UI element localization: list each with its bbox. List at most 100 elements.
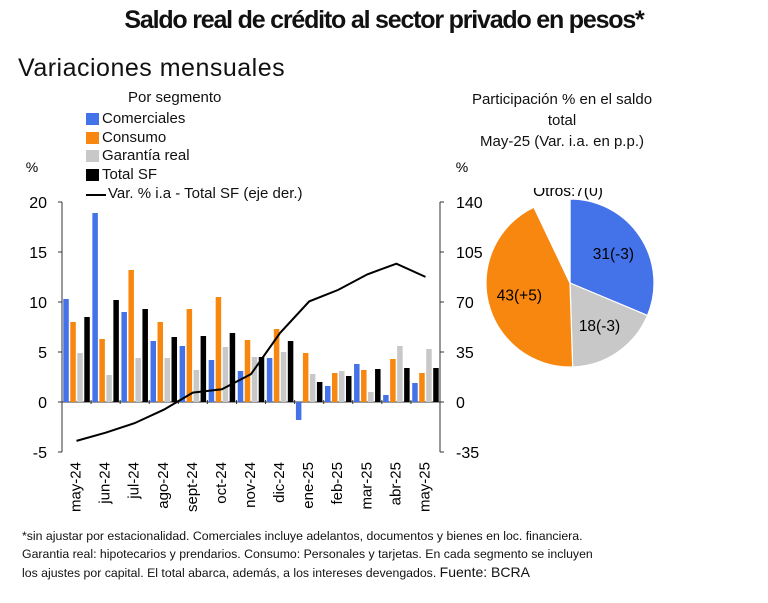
right-tick-label: 140: [456, 195, 483, 212]
bar-comerciales: [383, 395, 389, 402]
footnote-line: los ajustes por capital. El total abarca…: [22, 566, 437, 580]
bar-consumo: [128, 270, 134, 402]
bar-consumo: [157, 322, 164, 402]
right-axis-unit: %: [456, 159, 468, 175]
bar-comerciales: [354, 364, 360, 402]
bar-garantia: [164, 358, 171, 402]
left-tick-label: 20: [29, 195, 47, 212]
legend-label: Var. % i.a - Total SF (eje der.): [108, 185, 303, 202]
x-tick-label: ago-24: [155, 462, 172, 509]
left-tick-label: -5: [33, 445, 47, 462]
legend-swatch-consumo: [86, 132, 99, 144]
bar-total: [200, 336, 207, 402]
bar-total: [316, 382, 323, 402]
bar-total: [404, 368, 410, 402]
bar-garantia: [280, 352, 287, 402]
bar-comerciales: [179, 346, 186, 402]
right-tick-label: 35: [456, 345, 474, 362]
bar-consumo: [331, 373, 338, 402]
legend-line-swatch: [86, 194, 106, 196]
pie-slice-consumo: [485, 206, 574, 368]
footnote-line: Garantia real: hipotecarios y prendarios…: [22, 547, 593, 561]
bar-comerciales: [266, 358, 273, 402]
x-tick-label: dic-24: [271, 462, 288, 503]
left-tick-label: 15: [29, 245, 47, 262]
x-tick-label: ene-25: [300, 462, 317, 509]
bar-garantia: [309, 374, 316, 402]
pie-label: Otros:7(0): [533, 188, 603, 200]
bar-total: [375, 369, 381, 402]
left-tick-label: 0: [38, 395, 47, 412]
pie-slice-otros: [533, 198, 571, 284]
bar-total: [433, 368, 439, 402]
legend-swatch-total: [86, 169, 99, 181]
line-var-ia: [76, 262, 426, 442]
bar-comerciales: [63, 299, 69, 402]
bar-total: [345, 376, 352, 402]
bar-total: [287, 341, 294, 402]
bar-garantia: [193, 370, 200, 402]
left-axis-unit: %: [26, 159, 38, 175]
pie-label: 43(+5): [497, 287, 542, 304]
bar-consumo: [302, 353, 309, 402]
pie-title: Participación % en el saldo total May-25…: [442, 89, 682, 152]
bar-garantia: [338, 371, 345, 402]
x-tick-label: feb-25: [329, 462, 346, 505]
bar-total: [142, 309, 148, 402]
bar-garantia: [251, 357, 258, 402]
pie-slice-comerciales: [569, 198, 655, 317]
x-tick-label: may-24: [68, 462, 85, 512]
bar-consumo: [390, 359, 396, 402]
x-tick-label: abr-25: [387, 462, 404, 505]
bar-garantia: [397, 346, 403, 402]
x-tick-label: sept-24: [184, 462, 201, 512]
legend-label: Comerciales: [102, 110, 186, 127]
x-tick-label: nov-24: [242, 462, 259, 508]
bar-consumo: [273, 329, 280, 402]
bar-consumo: [419, 373, 425, 402]
footnote-line: *sin ajustar por estacionalidad. Comerci…: [22, 529, 583, 543]
legend-swatch-comerciales: [86, 113, 99, 125]
bar-total: [229, 333, 236, 402]
pie-title-line: Participación % en el saldo: [471, 91, 653, 108]
bar-garantia: [77, 353, 83, 402]
bar-comerciales: [237, 371, 244, 402]
footnote-line-with-source: los ajustes por capital. El total abarca…: [22, 563, 762, 582]
bar-garantia: [222, 347, 229, 402]
bar-consumo: [186, 309, 193, 402]
bar-consumo: [215, 297, 222, 402]
bar-comerciales: [150, 341, 157, 402]
pie-label: 18(-3): [579, 318, 620, 335]
bar-comerciales: [92, 213, 98, 402]
bar-comerciales: [208, 360, 215, 402]
legend-label: Consumo: [102, 129, 167, 146]
chart-title: Saldo real de crédito al sector privado …: [124, 6, 644, 34]
x-tick-label: jun-24: [97, 462, 114, 505]
footnote: *sin ajustar por estacionalidad. Comerci…: [22, 527, 762, 582]
bar-total: [113, 300, 119, 402]
bar-garantia: [426, 349, 432, 402]
source-label: Fuente: BCRA: [439, 564, 530, 580]
bar-consumo: [361, 370, 367, 402]
pie-title-line: May-25 (Var. i.a. en p.p.): [480, 133, 644, 150]
bar-garantia: [106, 375, 112, 402]
pie-label: 31(-3): [593, 246, 634, 263]
bar-comerciales: [412, 383, 418, 402]
right-tick-label: 105: [456, 245, 483, 262]
bar-comerciales: [295, 402, 302, 420]
bar-section-title: Por segmento: [128, 89, 222, 106]
legend-swatch-garantia: [86, 150, 99, 162]
chart-subtitle: Variaciones mensuales: [18, 54, 286, 82]
pie-title-line: total: [547, 112, 577, 129]
bar-consumo: [99, 339, 105, 402]
left-tick-label: 10: [29, 295, 47, 312]
x-tick-label: may-25: [416, 462, 433, 512]
x-tick-label: jul-24: [126, 462, 143, 500]
bar-consumo: [244, 340, 251, 402]
bar-comerciales: [121, 312, 127, 402]
legend-label: Total SF: [102, 166, 158, 183]
right-tick-label: 70: [456, 295, 474, 312]
bar-total: [171, 337, 178, 402]
bar-total: [258, 357, 265, 402]
